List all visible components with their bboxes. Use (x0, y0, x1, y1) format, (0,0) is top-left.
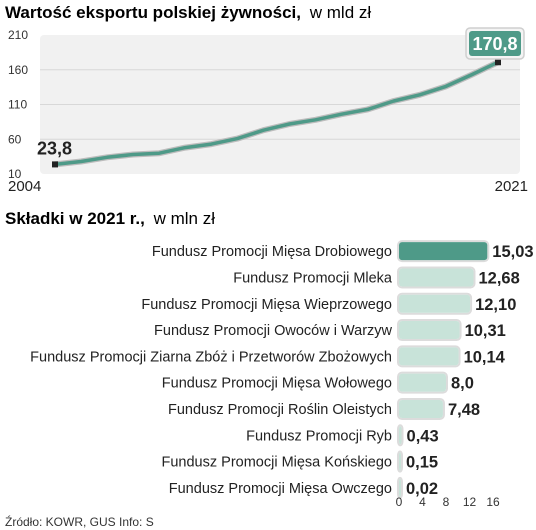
line-chart-title-main: Wartość eksportu polskiej żywności, (5, 3, 301, 22)
bar (399, 452, 401, 471)
category-label: Fundusz Promocji Mięsa Wieprzowego (141, 297, 392, 313)
x-tick-label: 8 (443, 495, 450, 509)
start-value-label: 23,8 (37, 138, 72, 158)
x-tick-label: 2021 (495, 178, 528, 195)
line-series (53, 60, 500, 167)
data-point (445, 85, 447, 88)
bar-outline (397, 319, 462, 342)
y-tick-label: 210 (8, 28, 28, 42)
bar (399, 242, 488, 261)
category-label: Fundusz Promocji Mięsa Wołowego (162, 376, 392, 392)
bar-outline (397, 345, 461, 368)
data-point (210, 143, 213, 145)
bar (399, 321, 460, 340)
data-point (419, 93, 421, 96)
data-point (314, 118, 317, 121)
bar (399, 347, 459, 366)
category-label: Fundusz Promocji Mleka (233, 270, 393, 286)
data-point (471, 73, 473, 76)
value-label: 0,15 (406, 454, 438, 472)
y-tick-label: 160 (8, 63, 28, 77)
category-label: Fundusz Promocji Roślin Oleistych (168, 402, 392, 418)
end-marker (495, 59, 501, 66)
bar-chart-title-main: Składki w 2021 r., (5, 209, 145, 228)
end-value-badge (469, 31, 521, 56)
y-tick-label: 10 (8, 167, 22, 181)
value-label: 10,31 (465, 322, 506, 340)
value-label: 0,43 (407, 427, 439, 445)
category-label: Fundusz Promocji Ryb (246, 428, 392, 444)
y-tick-label: 110 (8, 98, 27, 112)
bar-chart-unit: w mln zł (153, 209, 216, 228)
bar (399, 268, 474, 287)
category-label: Fundusz Promocji Owoców i Warzyw (154, 323, 392, 339)
data-point (366, 108, 369, 111)
data-point (236, 137, 239, 140)
value-label: 12,68 (478, 269, 519, 287)
line-chart-unit: w mld zł (309, 3, 372, 22)
x-tick-label: 12 (463, 495, 477, 509)
value-label: 15,03 (492, 243, 533, 261)
value-label: 10,14 (464, 348, 506, 366)
data-point (106, 156, 108, 159)
bar (399, 478, 401, 497)
value-label: 8,0 (451, 375, 474, 393)
value-label: 7,48 (448, 401, 480, 419)
bar-chart-title: Składki w 2021 r., w mln zł (5, 209, 215, 228)
category-label: Fundusz Promocji Ziarna Zbóż i Przetworó… (30, 349, 392, 365)
end-value-label: 170,8 (472, 34, 517, 54)
category-label: Fundusz Promocji Mięsa Drobiowego (152, 244, 392, 260)
data-point (184, 146, 187, 149)
bar (399, 426, 402, 445)
bar-outline (397, 476, 403, 499)
data-point (80, 160, 82, 163)
bar-outline (397, 240, 490, 263)
x-tick-label: 4 (419, 495, 426, 509)
x-tick-label: 2004 (8, 178, 41, 195)
line-chart: 10 60 110 160 210 23,8 170,8 2004 2021 (8, 27, 528, 195)
x-tick-label: 0 (396, 495, 403, 509)
category-label: Fundusz Promocji Mięsa Owczego (169, 481, 392, 497)
bar-outline (397, 424, 404, 447)
bar-outline (397, 371, 448, 394)
data-point (262, 129, 265, 132)
bar-chart: Fundusz Promocji Mięsa Drobiowego 15,03 Fu… (30, 240, 534, 509)
start-marker (52, 161, 58, 168)
data-point (392, 100, 395, 102)
value-label: 12,10 (475, 296, 516, 314)
value-label: 0,02 (406, 480, 438, 498)
data-point (132, 153, 134, 156)
line-chart-title: Wartość eksportu polskiej żywności, w ml… (5, 3, 371, 22)
x-tick-label: 16 (486, 495, 500, 509)
bar-outline (397, 266, 476, 289)
bar-outline (397, 397, 445, 420)
data-point (158, 152, 161, 154)
source-note: Źródło: KOWR, GUS Info: S (5, 514, 154, 529)
data-point (288, 123, 291, 125)
category-label: Fundusz Promocji Mięsa Końskiego (162, 455, 393, 471)
bar-outline (397, 292, 473, 315)
bar (399, 294, 471, 313)
bar (399, 399, 443, 418)
bar (399, 373, 446, 392)
bar-outline (397, 450, 403, 473)
data-point (340, 113, 343, 116)
y-tick-label: 60 (8, 132, 22, 146)
